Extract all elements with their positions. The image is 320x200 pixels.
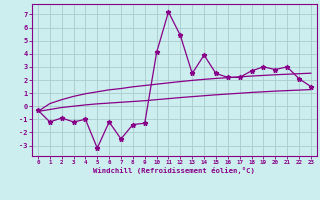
X-axis label: Windchill (Refroidissement éolien,°C): Windchill (Refroidissement éolien,°C) (93, 167, 255, 174)
